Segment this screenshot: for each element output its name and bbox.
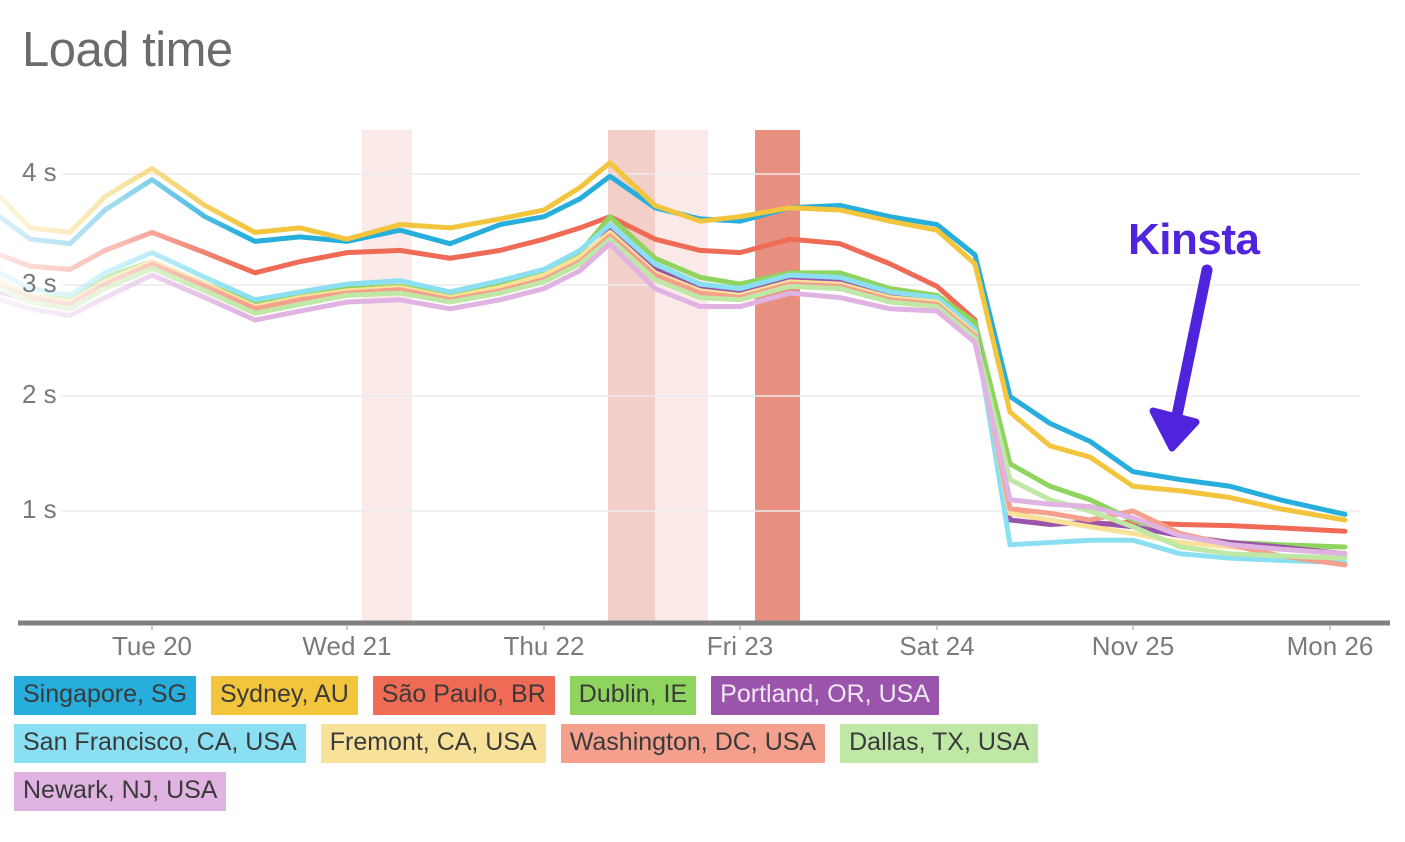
- y-axis-tick-label: 1 s: [22, 494, 57, 524]
- legend-row: Newark, NJ, USA: [14, 772, 1394, 811]
- series-line: [0, 160, 1348, 523]
- legend-item[interactable]: Fremont, CA, USA: [320, 724, 546, 763]
- x-axis-tick-label: Wed 21: [302, 631, 392, 661]
- legend-item[interactable]: São Paulo, BR: [372, 676, 555, 715]
- chart-legend: Singapore, SG Sydney, AU São Paulo, BR Dubl…: [14, 676, 1394, 820]
- legend-item[interactable]: Newark, NJ, USA: [14, 772, 227, 811]
- series-line: [0, 236, 1348, 561]
- legend-item[interactable]: Dallas, TX, USA: [840, 724, 1039, 763]
- series-line: [0, 222, 1348, 566]
- shaded-band-0: [362, 130, 412, 623]
- legend-item[interactable]: Singapore, SG: [14, 676, 196, 715]
- legend-item[interactable]: Sydney, AU: [211, 676, 358, 715]
- series-group: [0, 160, 1348, 568]
- shaded-band-2: [655, 130, 708, 623]
- x-axis-tick-label: Nov 25: [1091, 631, 1175, 661]
- x-axis-tick-label: Fri 23: [706, 631, 774, 661]
- shaded-band-1: [608, 130, 655, 623]
- kinsta-annotation-label: Kinsta: [1128, 215, 1260, 264]
- chart-svg: [0, 130, 1390, 630]
- legend-item[interactable]: Portland, OR, USA: [711, 676, 939, 715]
- y-axis-tick-label: 2 s: [22, 379, 57, 409]
- x-axis-tick-labels: Tue 20 Wed 21 Thu 22 Fri 23 Sat 24 Nov 25 Mon …: [0, 631, 1405, 671]
- legend-item[interactable]: Dublin, IE: [569, 676, 697, 715]
- x-axis-tick-label: Mon 26: [1286, 631, 1374, 661]
- x-axis-tick-label: Sat 24: [899, 631, 975, 661]
- shaded-band-3: [755, 130, 800, 623]
- legend-item[interactable]: Washington, DC, USA: [560, 724, 826, 763]
- series-line: [0, 233, 1348, 568]
- series-line: [0, 241, 1348, 557]
- x-axis-tick-label: Tue 20: [112, 631, 192, 661]
- y-axis-tick-label: 4 s: [22, 157, 57, 187]
- page-title: Load time: [22, 23, 233, 77]
- legend-row: Singapore, SG Sydney, AU São Paulo, BR Dubl…: [14, 676, 1394, 715]
- legend-item[interactable]: San Francisco, CA, USA: [14, 724, 306, 763]
- y-axis-tick-label: 3 s: [22, 268, 57, 298]
- x-axis-tick-label: Thu 22: [503, 631, 585, 661]
- down-arrow-icon: [1149, 264, 1213, 452]
- legend-row: San Francisco, CA, USA Fremont, CA, USA Wa…: [14, 724, 1394, 763]
- chart-plot-area: [0, 130, 1405, 630]
